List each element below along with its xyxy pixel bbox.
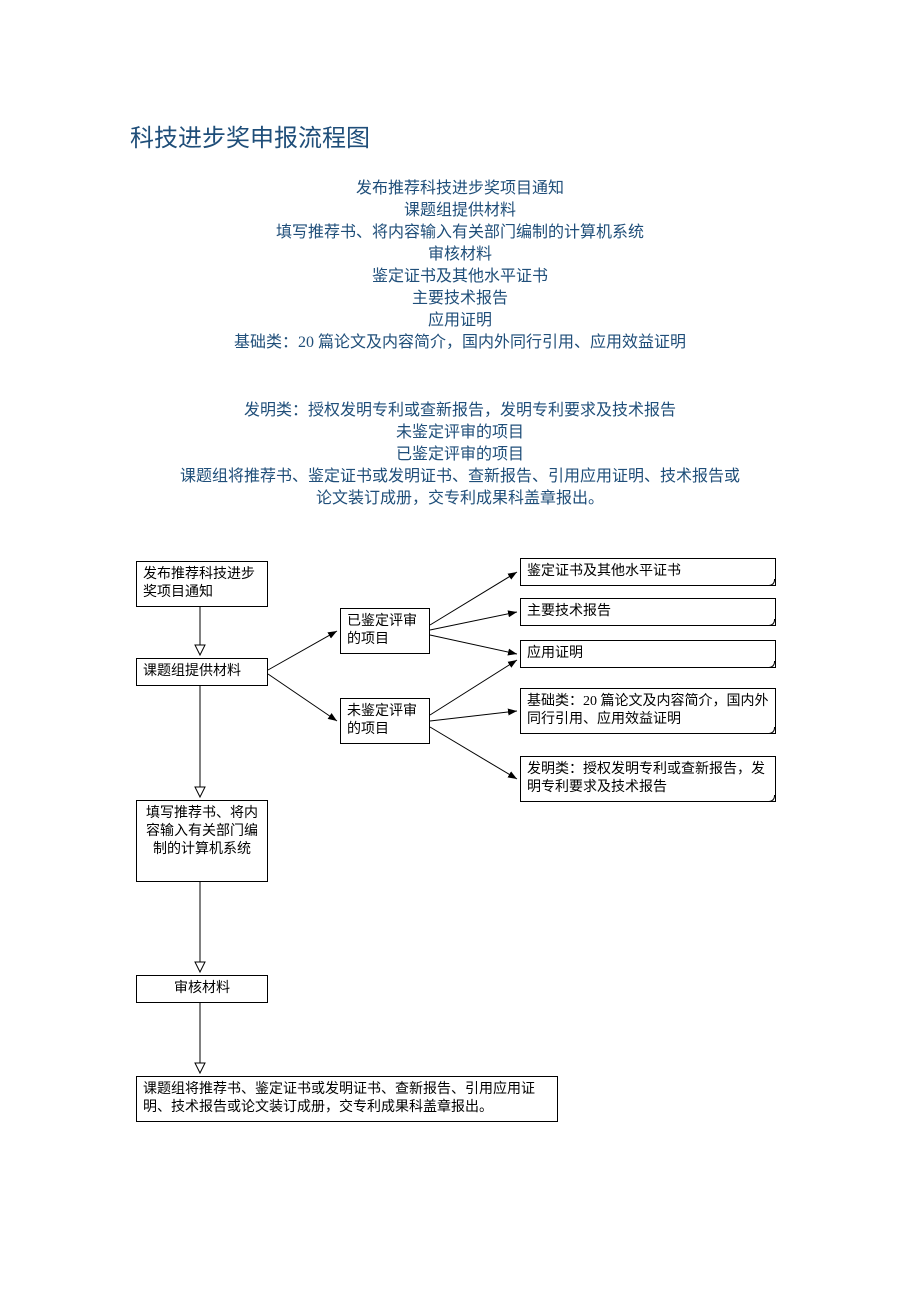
node-label: 审核材料	[174, 981, 230, 996]
centered-line: 鉴定证书及其他水平证书	[0, 266, 920, 288]
page-title: 科技进步奖申报流程图	[130, 118, 370, 153]
centered-line: 论文装订成册，交专利成果科盖章报出。	[0, 488, 920, 510]
node-label: 应用证明	[527, 646, 583, 661]
page-curl-icon	[756, 579, 775, 586]
centered-line: 未鉴定评审的项目	[0, 422, 920, 444]
centered-line: 课题组将推荐书、鉴定证书或发明证书、查新报告、引用应用证明、技术报告或	[0, 466, 920, 488]
node-label: 鉴定证书及其他水平证书	[527, 564, 681, 579]
node-provide-materials: 课题组提供材料	[136, 658, 268, 686]
centered-line: 审核材料	[0, 244, 920, 266]
node-label: 主要技术报告	[527, 604, 611, 619]
node-already-evaluated: 已鉴定评审的项目	[340, 608, 430, 654]
node-label: 基础类：20 篇论文及内容简介，国内外同行引用、应用效益证明	[527, 694, 769, 727]
node-not-evaluated: 未鉴定评审的项目	[340, 698, 430, 744]
node-label: 发明类：授权发明专利或查新报告，发明专利要求及技术报告	[527, 762, 765, 795]
node-publish-notice: 发布推荐科技进步奖项目通知	[136, 561, 268, 607]
page-curl-icon	[756, 795, 775, 802]
centered-line: 课题组提供材料	[0, 200, 920, 222]
page-curl-icon	[756, 661, 775, 668]
node-application-proof: 应用证明	[520, 640, 776, 668]
node-fill-form: 填写推荐书、将内容输入有关部门编制的计算机系统	[136, 800, 268, 882]
node-label: 填写推荐书、将内容输入有关部门编制的计算机系统	[146, 806, 258, 857]
centered-line: 应用证明	[0, 310, 920, 332]
node-label: 课题组提供材料	[143, 664, 241, 679]
node-label: 课题组将推荐书、鉴定证书或发明证书、查新报告、引用应用证明、技术报告或论文装订成…	[143, 1082, 535, 1115]
centered-line: 已鉴定评审的项目	[0, 444, 920, 466]
centered-line: 发明类：授权发明专利或查新报告，发明专利要求及技术报告	[0, 400, 920, 422]
node-label: 发布推荐科技进步奖项目通知	[143, 567, 255, 600]
node-review-materials: 审核材料	[136, 975, 268, 1003]
node-label: 已鉴定评审的项目	[347, 614, 417, 647]
page-root: 科技进步奖申报流程图 发布推荐科技进步奖项目通知课题组提供材料填写推荐书、将内容…	[0, 0, 920, 1302]
node-tech-report: 主要技术报告	[520, 598, 776, 626]
page-curl-icon	[756, 619, 775, 626]
centered-line: 填写推荐书、将内容输入有关部门编制的计算机系统	[0, 222, 920, 244]
node-cert: 鉴定证书及其他水平证书	[520, 558, 776, 586]
page-curl-icon	[756, 727, 775, 734]
node-final-submit: 课题组将推荐书、鉴定证书或发明证书、查新报告、引用应用证明、技术报告或论文装订成…	[136, 1076, 558, 1122]
node-invention-category: 发明类：授权发明专利或查新报告，发明专利要求及技术报告	[520, 756, 776, 802]
node-label: 未鉴定评审的项目	[347, 704, 417, 737]
centered-line: 主要技术报告	[0, 288, 920, 310]
centered-line: 基础类：20 篇论文及内容简介，国内外同行引用、应用效益证明	[0, 332, 920, 354]
centered-line: 发布推荐科技进步奖项目通知	[0, 178, 920, 200]
node-basic-category: 基础类：20 篇论文及内容简介，国内外同行引用、应用效益证明	[520, 688, 776, 734]
